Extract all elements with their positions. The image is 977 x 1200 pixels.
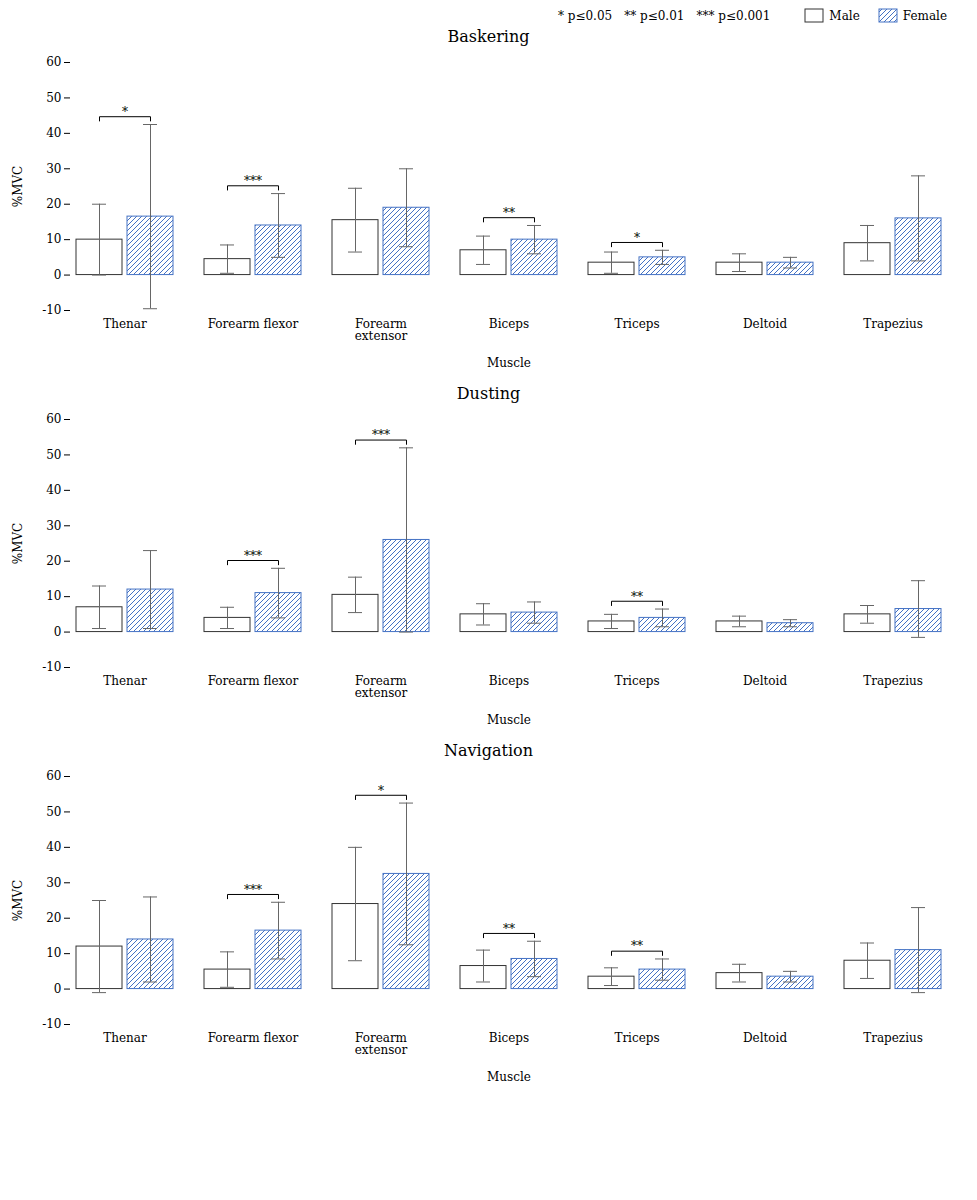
- svg-text:Forearm flexor: Forearm flexor: [208, 674, 299, 688]
- svg-text:10: 10: [46, 589, 61, 603]
- svg-text:Triceps: Triceps: [614, 674, 659, 688]
- html-text:Baskering: Baskering: [447, 27, 530, 46]
- svg-text:Trapezius: Trapezius: [863, 674, 923, 688]
- svg-text:20: 20: [46, 554, 61, 568]
- svg-text:*: *: [634, 231, 640, 245]
- html-text:** p≤0.01: ** p≤0.01: [624, 8, 685, 23]
- svg-text:Muscle: Muscle: [487, 356, 531, 370]
- svg-text:%MVC: %MVC: [11, 166, 25, 208]
- svg-text:Muscle: Muscle: [487, 713, 531, 727]
- svg-text:Forearm flexor: Forearm flexor: [208, 1031, 299, 1045]
- svg-text:***: ***: [244, 549, 262, 563]
- svg-text:-10: -10: [42, 660, 61, 674]
- svg-text:**: **: [631, 939, 643, 953]
- svg-text:Deltoid: Deltoid: [743, 317, 787, 331]
- svg-text:Forearmextensor: Forearmextensor: [355, 1031, 408, 1057]
- svg-text:0: 0: [54, 982, 62, 996]
- svg-text:Trapezius: Trapezius: [863, 317, 923, 331]
- svg-text:-10: -10: [42, 1017, 61, 1031]
- svg-text:60: 60: [46, 412, 61, 426]
- svg-text:10: 10: [46, 232, 61, 246]
- svg-text:Thenar: Thenar: [103, 674, 147, 688]
- svg-text:***: ***: [372, 428, 390, 442]
- svg-text:30: 30: [46, 876, 61, 890]
- svg-text:40: 40: [46, 483, 61, 497]
- svg-text:30: 30: [46, 519, 61, 533]
- svg-text:Thenar: Thenar: [103, 1031, 147, 1045]
- svg-text:Trapezius: Trapezius: [863, 1031, 923, 1045]
- svg-text:40: 40: [46, 126, 61, 140]
- html-text:Female: Female: [902, 8, 947, 23]
- html-text:*** p≤0.001: *** p≤0.001: [696, 8, 771, 23]
- svg-text:Triceps: Triceps: [614, 317, 659, 331]
- html-text:Male: Male: [829, 8, 860, 23]
- svg-text:**: **: [631, 590, 643, 604]
- svg-text:Triceps: Triceps: [614, 1031, 659, 1045]
- svg-text:Thenar: Thenar: [103, 317, 147, 331]
- svg-text:30: 30: [46, 162, 61, 176]
- svg-text:-10: -10: [42, 303, 61, 317]
- svg-text:10: 10: [46, 946, 61, 960]
- svg-text:20: 20: [46, 911, 61, 925]
- svg-text:Forearmextensor: Forearmextensor: [355, 317, 408, 343]
- html-text:Navigation: Navigation: [444, 741, 533, 760]
- svg-text:**: **: [503, 922, 515, 936]
- svg-text:50: 50: [46, 805, 61, 819]
- svg-text:40: 40: [46, 840, 61, 854]
- svg-text:50: 50: [46, 448, 61, 462]
- svg-text:60: 60: [46, 769, 61, 783]
- svg-text:Deltoid: Deltoid: [743, 674, 787, 688]
- svg-text:Deltoid: Deltoid: [743, 1031, 787, 1045]
- svg-text:**: **: [503, 206, 515, 220]
- svg-text:50: 50: [46, 91, 61, 105]
- svg-text:***: ***: [244, 883, 262, 897]
- svg-text:Forearmextensor: Forearmextensor: [355, 674, 408, 700]
- html-text:* p≤0.05: * p≤0.05: [557, 8, 613, 23]
- html-text:Dusting: Dusting: [456, 384, 521, 403]
- svg-text:*: *: [122, 105, 128, 119]
- svg-text:%MVC: %MVC: [11, 523, 25, 565]
- svg-text:20: 20: [46, 197, 61, 211]
- svg-text:Muscle: Muscle: [487, 1070, 531, 1084]
- svg-text:***: ***: [244, 174, 262, 188]
- svg-text:Biceps: Biceps: [489, 1031, 529, 1045]
- svg-text:0: 0: [54, 625, 62, 639]
- svg-text:*: *: [378, 784, 384, 798]
- svg-text:60: 60: [46, 55, 61, 69]
- svg-text:%MVC: %MVC: [11, 880, 25, 922]
- svg-text:Biceps: Biceps: [489, 317, 529, 331]
- svg-text:0: 0: [54, 268, 62, 282]
- svg-text:Forearm flexor: Forearm flexor: [208, 317, 299, 331]
- svg-text:Biceps: Biceps: [489, 674, 529, 688]
